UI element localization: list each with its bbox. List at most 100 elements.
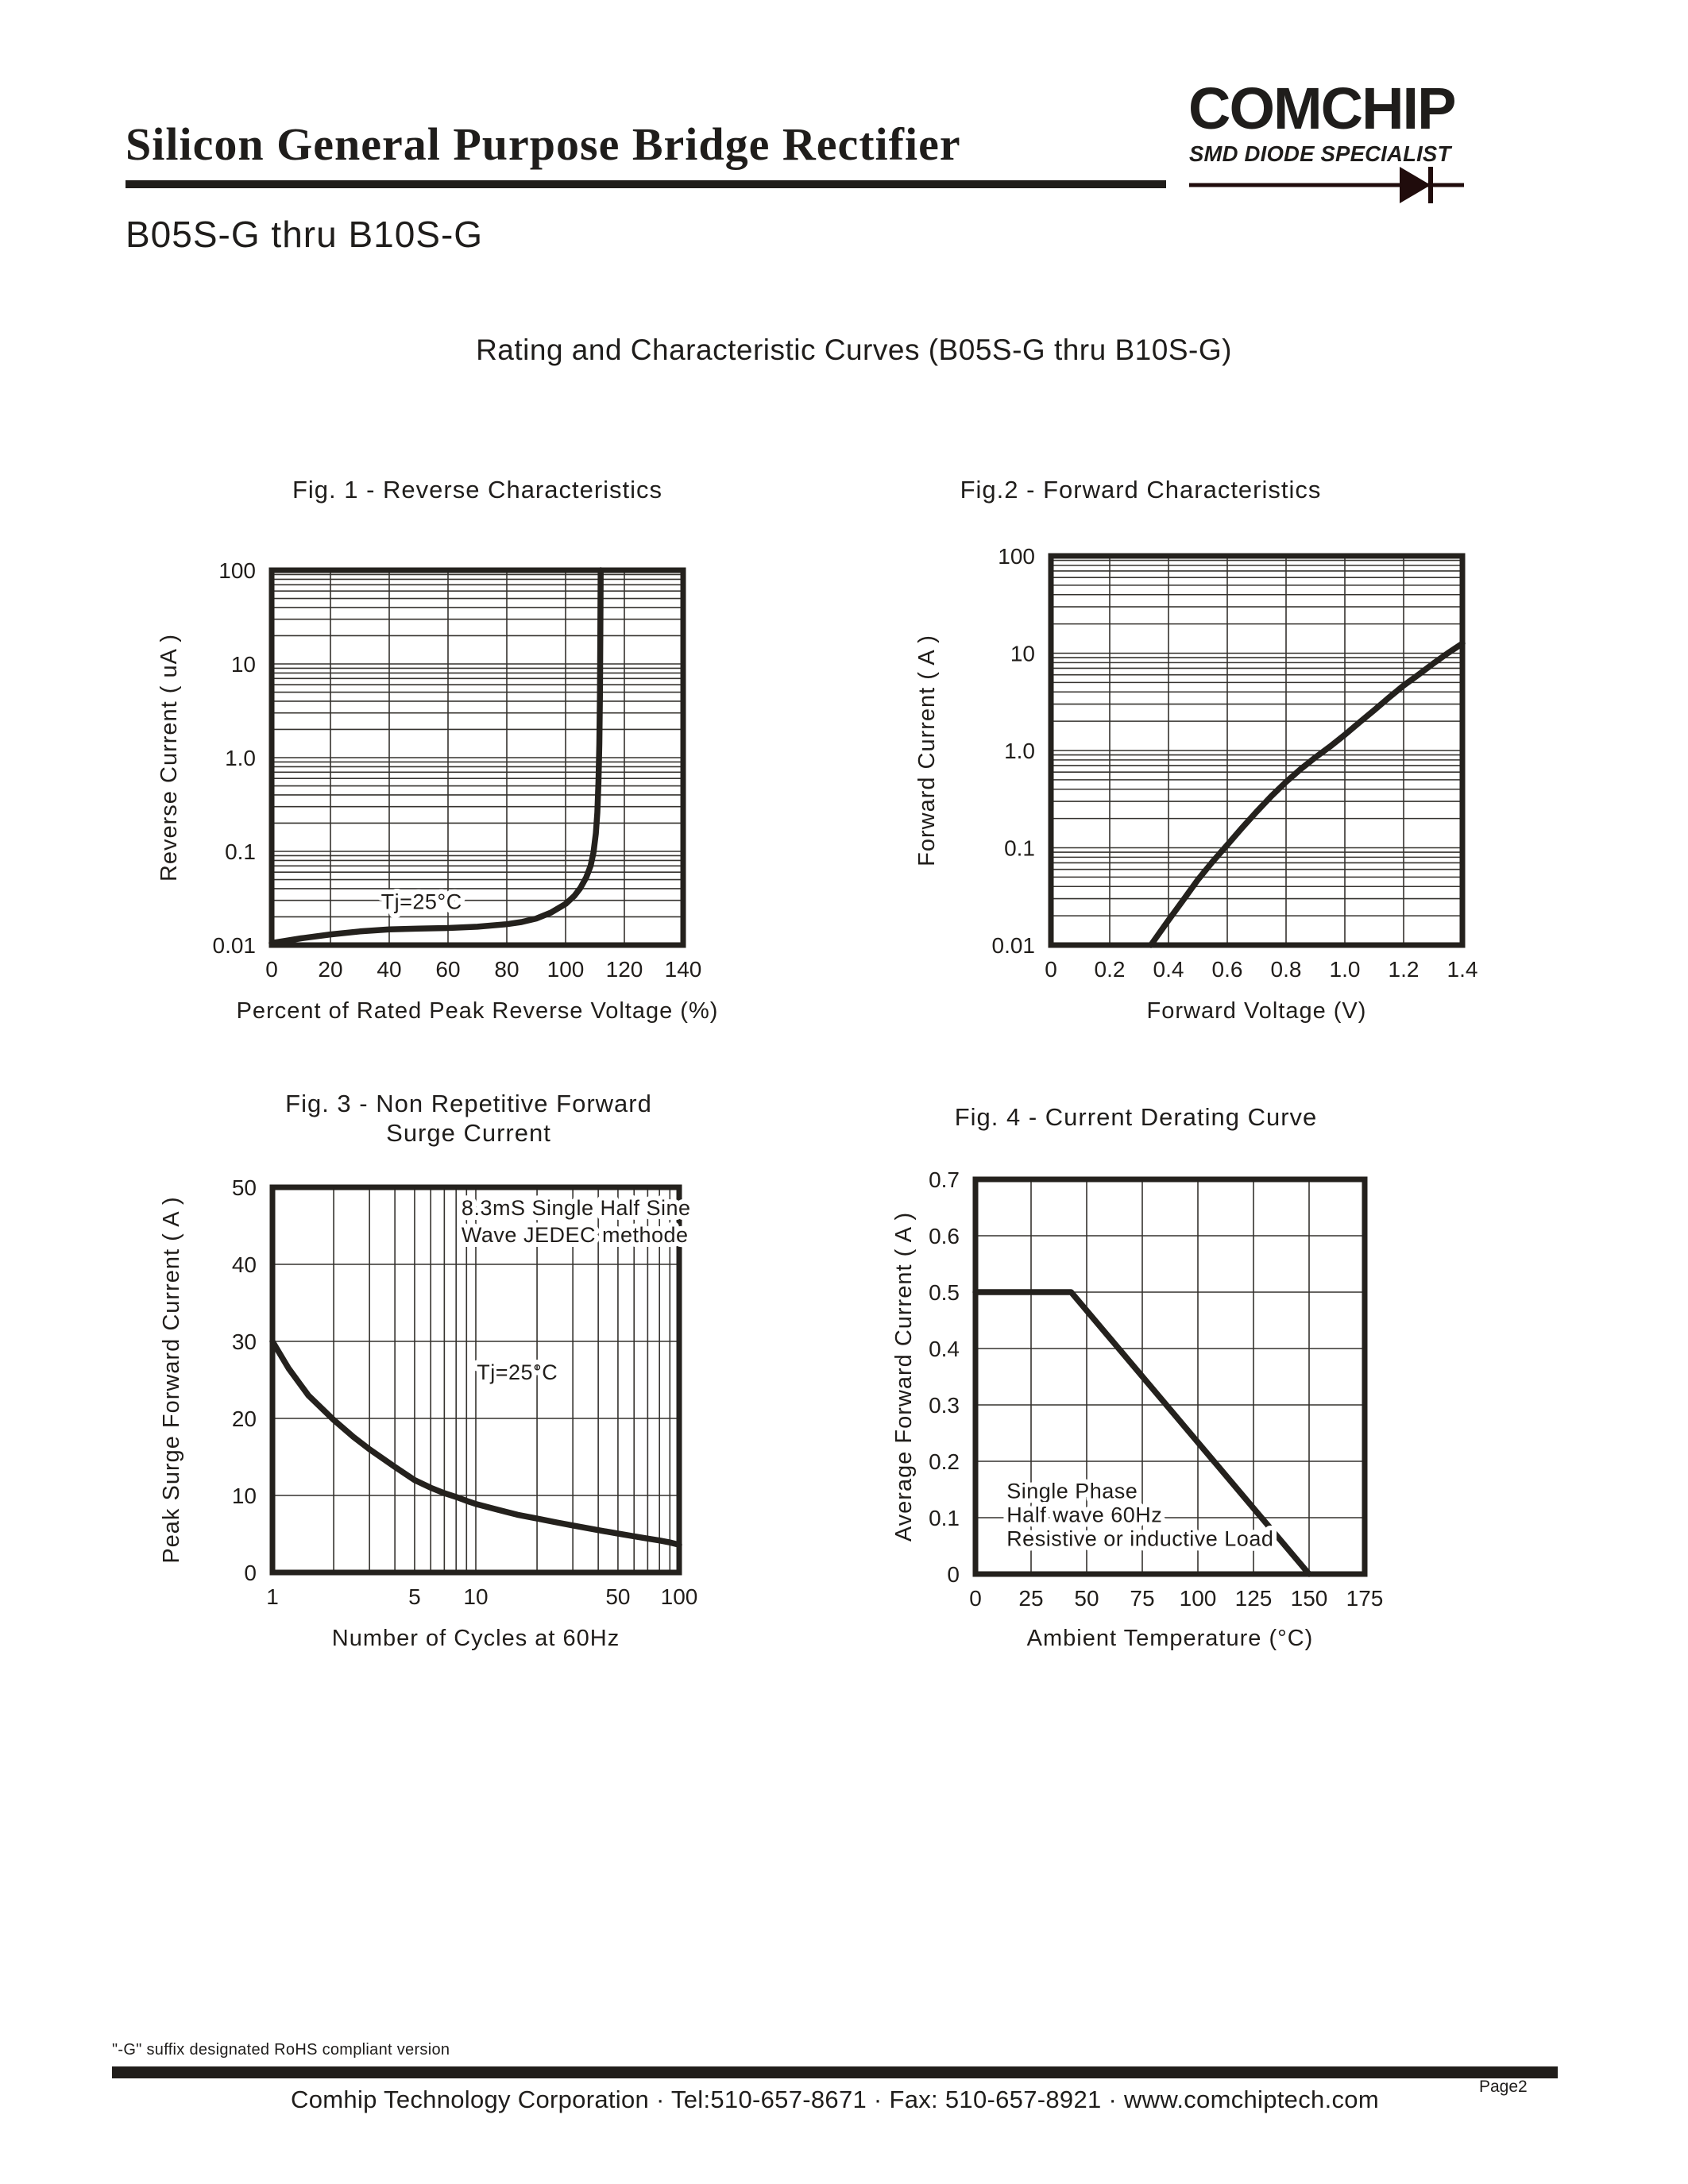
- section-title: Rating and Characteristic Curves (B05S-G…: [476, 334, 1232, 366]
- y-axis-title: Forward Current ( A ): [914, 635, 940, 866]
- fig1-title: Fig. 1 - Reverse Characteristics: [292, 476, 663, 504]
- svg-text:0.1: 0.1: [225, 839, 256, 864]
- plot-border: [1048, 553, 1466, 948]
- svg-text:0.01: 0.01: [992, 933, 1036, 958]
- fig2-curve: [1148, 640, 1466, 948]
- fig1-curve: [268, 567, 604, 947]
- svg-text:0.8: 0.8: [1271, 957, 1302, 982]
- svg-text:60: 60: [435, 957, 460, 982]
- svg-text:0.2: 0.2: [929, 1449, 960, 1474]
- svg-text:0.4: 0.4: [1153, 957, 1184, 982]
- svg-text:125: 125: [1235, 1586, 1273, 1611]
- svg-text:0.6: 0.6: [929, 1224, 960, 1248]
- svg-text:Half wave 60Hz: Half wave 60Hz: [1006, 1503, 1162, 1527]
- header-rule: [126, 180, 1166, 188]
- svg-text:0: 0: [947, 1562, 960, 1587]
- svg-text:10: 10: [232, 1484, 257, 1508]
- svg-text:10: 10: [1010, 642, 1035, 666]
- plot-border: [269, 1184, 682, 1576]
- fig4-chart: 0 25 50 75 100 125 150 175 0 0.1 0.2 0.3 0.4 0.5 0.6 0.…: [891, 1167, 1384, 1651]
- x-axis-title: Percent of Rated Peak Reverse Voltage (%…: [237, 998, 719, 1024]
- svg-text:100: 100: [661, 1584, 698, 1609]
- svg-text:140: 140: [665, 957, 702, 982]
- svg-text:10: 10: [231, 652, 256, 677]
- chart-annotation: 8.3mS Single Half Sine Wave JEDEC methode: [457, 1191, 695, 1252]
- svg-text:1.0: 1.0: [1004, 739, 1035, 763]
- svg-text:100: 100: [547, 957, 585, 982]
- svg-text:Wave JEDEC methode: Wave JEDEC methode: [462, 1223, 689, 1247]
- fig4-curve: [972, 1289, 1312, 1577]
- svg-text:Tj=25°C: Tj=25°C: [381, 889, 462, 913]
- svg-text:175: 175: [1346, 1586, 1384, 1611]
- fig2-chart: 0 0.2 0.4 0.6 0.8 1.0 1.2 1.4 100 10 1.0 0.1 0.01 For…: [914, 544, 1477, 1024]
- footer-rule: [112, 2066, 1558, 2078]
- x-tick-labels: 1 5 10 50 100: [266, 1584, 697, 1609]
- svg-text:0.1: 0.1: [929, 1506, 960, 1530]
- svg-text:0.2: 0.2: [1095, 957, 1126, 982]
- svg-text:30: 30: [232, 1329, 257, 1354]
- grid-lines: [1051, 556, 1462, 945]
- svg-text:120: 120: [606, 957, 643, 982]
- svg-text:0.7: 0.7: [929, 1167, 960, 1192]
- grid-lines: [272, 570, 683, 945]
- document-title: Silicon General Purpose Bridge Rectifier: [126, 118, 961, 170]
- svg-text:0.01: 0.01: [213, 933, 257, 958]
- footer-company-line: Comhip Technology Corporation · Tel:510-…: [291, 2086, 1379, 2113]
- svg-text:0.4: 0.4: [929, 1337, 960, 1361]
- svg-text:0.5: 0.5: [929, 1280, 960, 1305]
- logo-tagline: SMD DIODE SPECIALIST: [1189, 141, 1451, 166]
- x-axis-title: Forward Voltage (V): [1147, 998, 1367, 1024]
- x-tick-labels: 0 20 40 60 80 100 120 140: [265, 957, 701, 982]
- x-tick-labels: 0 0.2 0.4 0.6 0.8 1.0 1.2 1.4: [1045, 957, 1477, 982]
- fig2-title: Fig.2 - Forward Characteristics: [960, 476, 1322, 504]
- svg-text:1.2: 1.2: [1389, 957, 1420, 982]
- svg-text:25: 25: [1018, 1586, 1043, 1611]
- svg-text:1.0: 1.0: [1330, 957, 1361, 982]
- chart-annotation: Tj=25°C: [377, 885, 467, 918]
- svg-text:8.3mS Single Half Sine: 8.3mS Single Half Sine: [462, 1196, 691, 1220]
- svg-text:10: 10: [463, 1584, 488, 1609]
- svg-text:0: 0: [244, 1561, 257, 1585]
- svg-text:50: 50: [605, 1584, 630, 1609]
- svg-text:0.3: 0.3: [929, 1393, 960, 1418]
- y-tick-labels: 0 0.1 0.2 0.3 0.4 0.5 0.6 0.7: [929, 1167, 960, 1587]
- svg-text:150: 150: [1291, 1586, 1328, 1611]
- diode-icon: [1189, 167, 1464, 203]
- svg-text:100: 100: [218, 558, 256, 583]
- y-axis-title: Reverse Current ( uA ): [156, 634, 182, 882]
- fig3-chart: 1 5 10 50 100 0 10 20 30 40 50 Number of Cycles at …: [159, 1175, 697, 1651]
- svg-text:0: 0: [969, 1586, 982, 1611]
- fig1-chart: 0 20 40 60 80 100 120 140 100 10 1.0 0.1 0.01 Percent…: [156, 558, 719, 1024]
- svg-text:Single Phase: Single Phase: [1006, 1480, 1138, 1503]
- svg-text:5: 5: [408, 1584, 421, 1609]
- y-axis-title: Average Forward Current ( A ): [891, 1212, 917, 1542]
- svg-text:1.0: 1.0: [225, 746, 256, 770]
- svg-text:0: 0: [1045, 957, 1057, 982]
- svg-text:1.4: 1.4: [1447, 957, 1478, 982]
- y-tick-labels: 100 10 1.0 0.1 0.01: [213, 558, 257, 958]
- svg-text:75: 75: [1130, 1586, 1154, 1611]
- rohs-footnote: "-G" suffix designated RoHS compliant ve…: [112, 2041, 450, 2059]
- svg-text:Resistive or inductive Load: Resistive or inductive Load: [1006, 1527, 1273, 1551]
- svg-text:Tj=25°C: Tj=25°C: [477, 1360, 558, 1384]
- svg-text:40: 40: [377, 957, 401, 982]
- x-axis-title: Number of Cycles at 60Hz: [332, 1626, 620, 1651]
- y-axis-title: Peak Surge Forward Current ( A ): [159, 1196, 184, 1563]
- fig3-curve: [269, 1338, 682, 1548]
- svg-text:50: 50: [232, 1175, 257, 1200]
- y-tick-labels: 100 10 1.0 0.1 0.01: [992, 544, 1036, 958]
- comchip-logo: COMCHIP: [1188, 75, 1456, 141]
- fig4-title: Fig. 4 - Current Derating Curve: [954, 1103, 1318, 1131]
- svg-text:80: 80: [494, 957, 519, 982]
- svg-text:100: 100: [998, 544, 1035, 569]
- x-axis-title: Ambient Temperature (°C): [1027, 1626, 1314, 1651]
- svg-text:0: 0: [265, 957, 278, 982]
- svg-text:0.6: 0.6: [1212, 957, 1243, 982]
- page-number: Page2: [1479, 2078, 1528, 2096]
- fig3-title: Fig. 3 - Non Repetitive Forward Surge Cu…: [285, 1090, 652, 1147]
- plot-border: [268, 567, 686, 948]
- y-tick-labels: 0 10 20 30 40 50: [232, 1175, 257, 1585]
- part-range: B05S-G thru B10S-G: [126, 214, 484, 255]
